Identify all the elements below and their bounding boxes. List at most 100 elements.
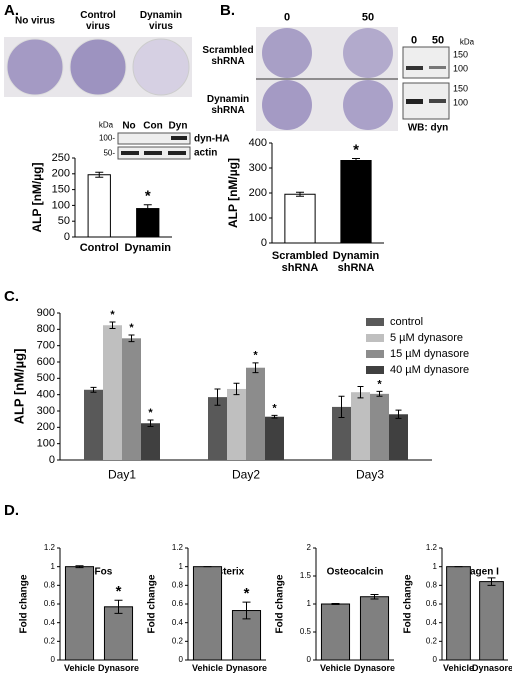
y-tick-label: 0 (49, 454, 55, 466)
bar (446, 566, 471, 661)
lane-label: No (122, 120, 136, 132)
bar (192, 566, 223, 661)
mw-marker: 150 (453, 83, 469, 94)
x-tick-label: Vehicle (319, 663, 352, 673)
x-tick-label: Scrambled shRNA (271, 250, 329, 274)
kda-label: kDa (459, 37, 475, 47)
bar (332, 406, 351, 460)
y-tick-label: 1 (307, 599, 312, 608)
blot-band (144, 151, 162, 155)
bar (370, 393, 389, 460)
mw-marker: 100 (453, 97, 469, 108)
lane-label: Con (143, 120, 163, 132)
panel-label: B. (220, 2, 235, 19)
significance-marker: * (110, 309, 115, 321)
y-tick-label: 0 (179, 655, 184, 664)
dose-label: 50 (361, 11, 375, 24)
y-tick-label: 0 (433, 655, 438, 664)
blot-band (121, 151, 139, 155)
error-bar (331, 602, 340, 606)
dish-label: No virus (14, 15, 55, 27)
error-bar (128, 334, 135, 343)
legend-swatch (366, 334, 384, 342)
bar (246, 367, 265, 460)
y-tick-label: 1 (433, 562, 438, 571)
y-tick-label: 300 (37, 405, 55, 417)
bar (87, 174, 111, 238)
legend-label: 15 µM dynasore (390, 348, 469, 360)
y-tick-label: 0.6 (426, 599, 438, 608)
x-tick-label: Control (79, 242, 119, 254)
dose-label: 0 (283, 11, 291, 24)
y-axis-label: Fold change (19, 574, 30, 633)
x-tick-label: Dynamin (124, 242, 171, 254)
x-tick-label: Vehicle (442, 663, 475, 673)
y-axis-label: Fold change (147, 574, 158, 633)
significance-marker: * (353, 141, 359, 158)
y-tick-label: 200 (52, 168, 70, 180)
error-bar (376, 390, 383, 397)
bar (389, 414, 408, 460)
significance-marker: * (148, 407, 153, 419)
error-bar (114, 599, 123, 614)
chart-title: Collagen I (451, 567, 499, 578)
error-bar (75, 565, 84, 569)
bar (122, 338, 141, 460)
legend-swatch (366, 366, 384, 374)
x-tick-label: Dynasore (225, 663, 268, 673)
legend-swatch (366, 350, 384, 358)
error-bar (357, 386, 364, 399)
error-bar (147, 419, 154, 428)
blot-band (406, 99, 423, 104)
y-tick-label: 0.6 (44, 599, 56, 608)
error-bar (296, 191, 304, 197)
error-bar (352, 158, 360, 163)
y-tick-label: 0 (51, 655, 56, 664)
y-tick-label: 400 (249, 137, 267, 149)
y-tick-label: 0.2 (426, 636, 438, 645)
y-tick-label: 600 (37, 356, 55, 368)
error-bar (90, 386, 97, 393)
dish (6, 38, 64, 96)
chart-title: Osterix (210, 567, 245, 578)
y-axis-label: ALP [nM/µg] (30, 162, 44, 232)
row-label: Dynamin shRNA (206, 94, 250, 116)
x-tick-label: Dynasore (97, 663, 140, 673)
dish-label: Dynamin virus (139, 10, 183, 32)
legend-label: control (390, 316, 423, 328)
error-bar (109, 321, 116, 330)
error-bar (233, 382, 240, 396)
blot-band (429, 99, 446, 103)
y-axis-label: Fold change (275, 574, 286, 633)
y-tick-label: 250 (52, 152, 70, 164)
y-tick-label: 700 (37, 340, 55, 352)
blot-band (406, 66, 423, 70)
legend-swatch (366, 318, 384, 326)
y-axis-label: ALP [nM/µg] (226, 158, 240, 228)
row-label: Scrambled shRNA (202, 45, 254, 67)
significance-marker: * (129, 322, 134, 334)
y-tick-label: 1.2 (426, 543, 438, 552)
mw-marker: 50- (103, 148, 115, 158)
kda-label: kDa (98, 120, 114, 130)
error-bar (271, 414, 278, 419)
bar (359, 596, 390, 661)
y-tick-label: 200 (37, 421, 55, 433)
bar (284, 193, 316, 244)
y-tick-label: 50 (58, 215, 70, 227)
chart-title: Osteocalcin (327, 567, 384, 578)
legend-label: 40 µM dynasore (390, 364, 469, 376)
significance-marker: * (244, 585, 250, 602)
band-label: dyn-HA (194, 133, 230, 145)
y-tick-label: 0.8 (172, 580, 184, 589)
significance-marker: * (116, 583, 122, 600)
blot (117, 132, 191, 145)
error-bar (487, 577, 496, 586)
y-tick-label: 0.5 (300, 627, 312, 636)
y-tick-label: 0.6 (172, 599, 184, 608)
y-tick-label: 200 (249, 187, 267, 199)
panel-label: C. (4, 288, 19, 305)
lane-label: 50 (431, 34, 445, 47)
dish (262, 80, 312, 130)
